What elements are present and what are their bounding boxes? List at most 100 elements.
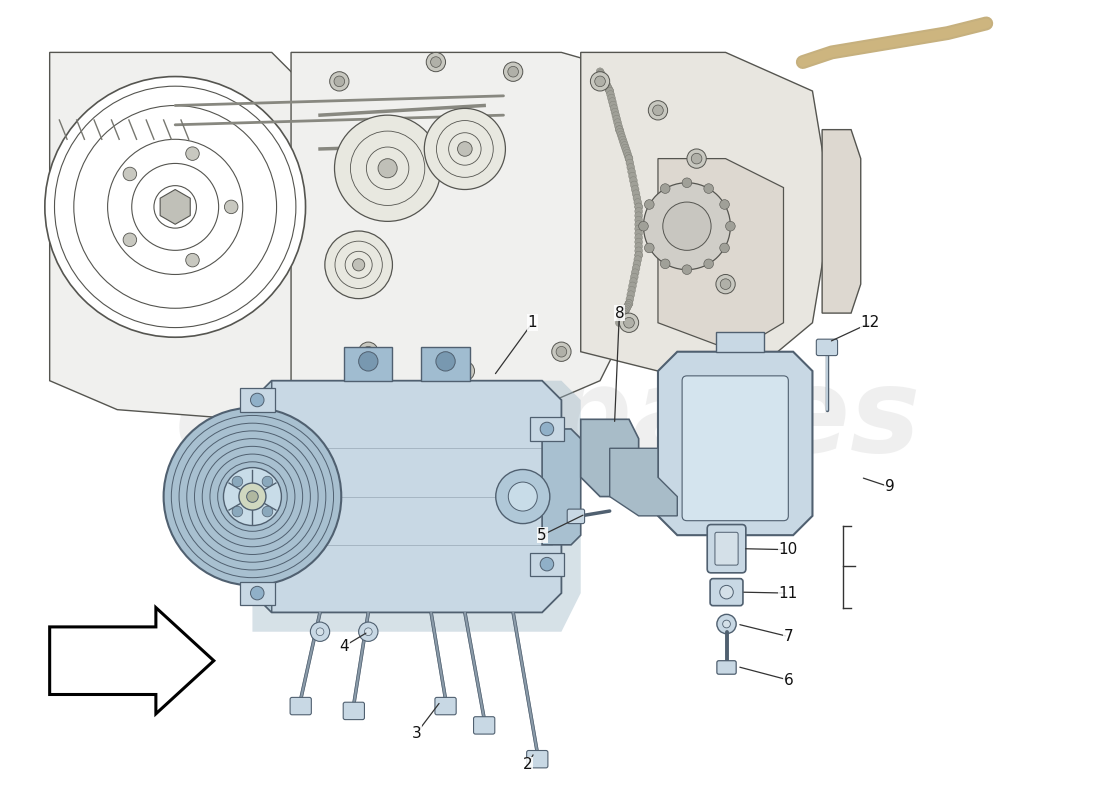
Circle shape (624, 318, 635, 328)
Circle shape (598, 73, 606, 81)
Circle shape (619, 312, 627, 319)
Circle shape (629, 278, 637, 286)
Circle shape (251, 586, 264, 600)
Circle shape (635, 203, 642, 210)
Circle shape (262, 476, 273, 487)
Circle shape (45, 77, 306, 338)
Circle shape (591, 72, 609, 91)
Circle shape (660, 184, 670, 194)
Circle shape (251, 394, 264, 406)
Circle shape (620, 142, 628, 150)
Circle shape (625, 154, 632, 162)
Circle shape (719, 243, 729, 253)
FancyBboxPatch shape (682, 376, 789, 521)
Circle shape (359, 622, 378, 642)
Text: 10: 10 (779, 542, 798, 557)
Circle shape (232, 476, 243, 487)
Circle shape (617, 315, 625, 323)
Circle shape (635, 225, 642, 233)
Circle shape (378, 158, 397, 178)
Circle shape (682, 178, 692, 187)
Text: 9: 9 (884, 479, 894, 494)
Circle shape (624, 150, 631, 158)
Circle shape (508, 66, 518, 77)
Circle shape (458, 142, 472, 156)
Circle shape (691, 154, 702, 164)
Circle shape (627, 291, 635, 298)
Circle shape (164, 408, 341, 586)
Circle shape (615, 122, 623, 130)
Text: 4: 4 (340, 638, 349, 654)
Circle shape (629, 282, 637, 290)
Circle shape (660, 259, 670, 269)
Circle shape (652, 105, 663, 116)
Circle shape (613, 115, 620, 123)
Circle shape (616, 126, 624, 134)
Circle shape (648, 101, 668, 120)
Circle shape (635, 238, 642, 246)
Circle shape (630, 274, 638, 281)
Polygon shape (50, 52, 310, 419)
Polygon shape (581, 419, 639, 497)
Text: 7: 7 (783, 629, 793, 644)
Circle shape (723, 620, 730, 628)
Circle shape (363, 346, 374, 357)
Circle shape (719, 200, 729, 210)
Circle shape (232, 506, 243, 517)
Circle shape (123, 167, 136, 181)
Circle shape (616, 319, 624, 326)
Circle shape (628, 168, 636, 176)
Circle shape (635, 221, 642, 228)
Circle shape (557, 346, 566, 357)
Circle shape (632, 194, 641, 202)
Circle shape (682, 265, 692, 274)
Text: 3: 3 (411, 726, 421, 741)
Circle shape (645, 200, 654, 210)
Circle shape (598, 71, 606, 79)
Polygon shape (421, 347, 470, 381)
Circle shape (719, 586, 734, 599)
Text: a passion for detail since 1985: a passion for detail since 1985 (192, 497, 486, 593)
Circle shape (635, 247, 642, 254)
Circle shape (601, 77, 608, 84)
Circle shape (604, 84, 612, 91)
Circle shape (223, 467, 282, 526)
Circle shape (616, 126, 624, 134)
Circle shape (634, 198, 641, 206)
Circle shape (620, 308, 628, 316)
Circle shape (635, 230, 642, 237)
Circle shape (239, 483, 266, 510)
FancyBboxPatch shape (434, 698, 456, 714)
Polygon shape (716, 333, 764, 352)
Circle shape (625, 302, 632, 309)
Circle shape (645, 243, 654, 253)
Circle shape (726, 222, 735, 231)
Circle shape (612, 108, 619, 116)
Circle shape (595, 76, 605, 86)
Circle shape (625, 154, 632, 162)
Circle shape (635, 216, 642, 224)
Polygon shape (252, 381, 581, 632)
Circle shape (607, 90, 615, 98)
Polygon shape (529, 553, 564, 576)
Circle shape (426, 52, 446, 72)
Circle shape (540, 558, 553, 571)
Circle shape (629, 172, 637, 180)
Circle shape (635, 207, 642, 215)
Circle shape (316, 628, 323, 635)
Text: 8: 8 (615, 306, 624, 321)
Circle shape (623, 305, 630, 313)
Text: eurospares: eurospares (175, 362, 922, 477)
Polygon shape (240, 389, 275, 411)
FancyBboxPatch shape (707, 525, 746, 573)
Circle shape (364, 628, 372, 635)
Circle shape (625, 152, 632, 160)
Circle shape (614, 118, 622, 126)
Text: 2: 2 (522, 758, 532, 773)
Circle shape (310, 622, 330, 642)
Circle shape (262, 506, 273, 517)
Polygon shape (529, 418, 564, 441)
Polygon shape (658, 352, 813, 535)
Circle shape (620, 139, 628, 146)
Polygon shape (252, 381, 272, 613)
